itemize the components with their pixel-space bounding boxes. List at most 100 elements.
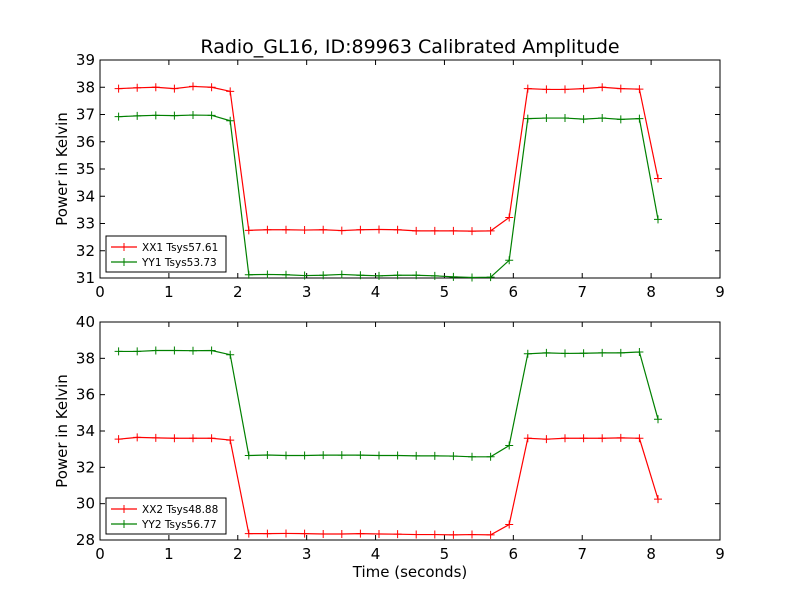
data-point bbox=[616, 115, 625, 124]
y-tick-label: 37 bbox=[76, 106, 95, 124]
data-point bbox=[189, 111, 197, 120]
data-point bbox=[616, 433, 625, 442]
data-point bbox=[598, 83, 607, 92]
data-point bbox=[468, 273, 476, 282]
data-point bbox=[561, 434, 569, 443]
data-point bbox=[654, 495, 662, 504]
data-point bbox=[505, 256, 514, 265]
data-point bbox=[654, 415, 662, 424]
x-tick-label: 4 bbox=[371, 545, 381, 563]
y-tick-label: 38 bbox=[76, 78, 95, 96]
legend-label: YY2 Tsys56.77 bbox=[141, 519, 217, 531]
x-tick-label: 3 bbox=[302, 283, 312, 301]
data-point bbox=[170, 346, 179, 355]
data-point bbox=[356, 529, 365, 538]
data-point bbox=[170, 434, 179, 443]
data-point bbox=[244, 529, 253, 538]
data-point bbox=[598, 434, 607, 443]
y-tick-label: 39 bbox=[76, 51, 95, 69]
data-point bbox=[151, 433, 160, 442]
data-point bbox=[449, 452, 458, 461]
data-point bbox=[319, 271, 328, 280]
data-point bbox=[133, 433, 142, 442]
data-point bbox=[393, 271, 402, 280]
data-point bbox=[542, 435, 551, 444]
x-tick-label: 5 bbox=[440, 545, 450, 563]
data-point bbox=[319, 530, 328, 539]
data-point bbox=[486, 530, 495, 539]
data-point bbox=[170, 111, 179, 120]
y-tick-label: 36 bbox=[76, 133, 95, 151]
y-tick-label: 31 bbox=[76, 269, 95, 287]
y-tick-label: 34 bbox=[76, 422, 95, 440]
data-point bbox=[523, 114, 532, 123]
data-point bbox=[337, 451, 346, 460]
data-point bbox=[375, 271, 383, 280]
data-point bbox=[337, 270, 346, 279]
data-point bbox=[114, 347, 123, 356]
data-point bbox=[561, 85, 569, 94]
data-point bbox=[282, 529, 290, 538]
data-point bbox=[151, 83, 160, 92]
data-point bbox=[542, 85, 551, 94]
data-point bbox=[356, 271, 365, 280]
legend-label: XX2 Tsys48.88 bbox=[142, 504, 218, 516]
data-point bbox=[337, 226, 346, 235]
y-tick-label: 33 bbox=[76, 215, 95, 233]
data-point bbox=[579, 434, 588, 443]
y-tick-label: 34 bbox=[76, 187, 95, 205]
data-point bbox=[207, 434, 216, 443]
data-point bbox=[412, 451, 421, 460]
y-tick-label: 28 bbox=[76, 531, 95, 549]
data-point bbox=[486, 226, 495, 235]
data-point bbox=[263, 225, 272, 234]
x-tick-label: 7 bbox=[577, 283, 587, 301]
data-point bbox=[375, 530, 383, 539]
data-point bbox=[486, 452, 495, 461]
data-point bbox=[523, 434, 532, 443]
data-point bbox=[654, 215, 662, 224]
data-point bbox=[133, 111, 142, 120]
data-point bbox=[263, 270, 272, 279]
series-line-1 bbox=[118, 85, 659, 232]
data-point bbox=[375, 451, 383, 460]
x-tick-label: 7 bbox=[577, 545, 587, 563]
data-point bbox=[430, 226, 439, 235]
x-tick-label: 3 bbox=[302, 545, 312, 563]
legend-swatch-marker bbox=[120, 520, 128, 528]
data-point bbox=[282, 451, 290, 460]
data-point bbox=[579, 115, 588, 124]
data-point bbox=[523, 84, 532, 93]
data-point bbox=[505, 441, 514, 450]
data-point bbox=[337, 530, 346, 539]
data-point bbox=[430, 451, 439, 460]
chart-title: Radio_GL16, ID:89963 Calibrated Amplitud… bbox=[200, 36, 619, 58]
x-tick-label: 0 bbox=[95, 283, 105, 301]
data-point bbox=[523, 349, 532, 358]
data-point bbox=[263, 529, 272, 538]
data-point bbox=[189, 346, 197, 355]
data-point bbox=[561, 114, 569, 123]
data-point bbox=[449, 226, 458, 235]
data-point bbox=[319, 225, 328, 234]
data-point bbox=[449, 530, 458, 539]
data-point bbox=[542, 114, 551, 123]
data-point bbox=[226, 350, 235, 359]
x-axis-label: Time (seconds) bbox=[352, 563, 468, 581]
legend: XX1 Tsys57.61 YY1 Tsys53.73 bbox=[105, 235, 227, 273]
data-point bbox=[244, 270, 253, 279]
data-point bbox=[598, 114, 607, 123]
legend-swatch-marker bbox=[120, 243, 128, 251]
data-point bbox=[300, 451, 309, 460]
data-point bbox=[468, 530, 476, 539]
x-tick-label: 5 bbox=[440, 283, 450, 301]
data-point bbox=[226, 116, 235, 125]
data-point bbox=[170, 84, 179, 93]
data-point bbox=[393, 530, 402, 539]
data-point bbox=[319, 451, 328, 460]
y-tick-label: 38 bbox=[76, 349, 95, 367]
data-point bbox=[226, 436, 235, 445]
data-point bbox=[561, 349, 569, 358]
x-tick-label: 1 bbox=[164, 283, 174, 301]
